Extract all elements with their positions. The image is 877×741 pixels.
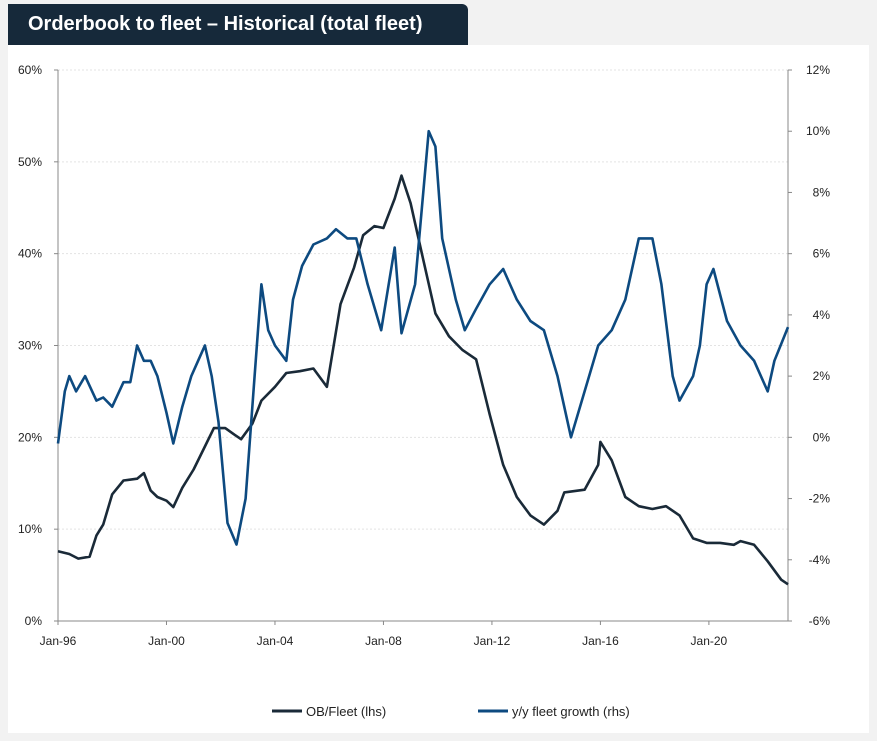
x-tick-label: Jan-96: [40, 634, 77, 648]
y-right-tick-label: 0%: [813, 430, 831, 444]
ob-fleet-line: [57, 174, 789, 586]
x-tick-label: Jan-12: [474, 634, 511, 648]
y-left-tick-label: 0%: [25, 614, 43, 628]
x-tick-label: Jan-16: [582, 634, 619, 648]
y-left-tick-label: 40%: [18, 247, 42, 261]
y-right-tick-label: 2%: [813, 369, 831, 383]
x-tick-label: Jan-04: [257, 634, 294, 648]
gridlines: [58, 69, 788, 530]
y-right-tick-label: 10%: [806, 124, 830, 138]
y-right-tick-label: 12%: [806, 63, 830, 77]
x-tick-label: Jan-08: [365, 634, 402, 648]
x-tick-label: Jan-00: [148, 634, 185, 648]
y-right-tick-label: 6%: [813, 247, 831, 261]
y-right-tick-label: 4%: [813, 308, 831, 322]
chart-panel: [8, 45, 869, 733]
y-right-tick-label: -2%: [809, 492, 831, 506]
fleet-growth-line: [56, 129, 790, 546]
series-lines: [56, 129, 790, 586]
chart-title: Orderbook to fleet – Historical (total f…: [8, 4, 468, 45]
legend-label: y/y fleet growth (rhs): [512, 704, 630, 719]
y-right-tick-label: -6%: [809, 614, 831, 628]
legend: OB/Fleet (lhs) y/y fleet growth (rhs): [272, 704, 630, 719]
axes: 0% 10% 20% 30% 40% 50% 60% -6% -4% -2% 0% 2% 4% 6% 8% 1…: [18, 63, 830, 648]
y-right-tick-label: 8%: [813, 185, 831, 199]
y-left-tick-label: 20%: [18, 430, 42, 444]
y-left-tick-label: 50%: [18, 155, 42, 169]
y-left-tick-label: 30%: [18, 339, 42, 353]
legend-label: OB/Fleet (lhs): [306, 704, 386, 719]
y-left-tick-label: 10%: [18, 522, 42, 536]
y-right-tick-label: -4%: [809, 553, 831, 567]
x-tick-label: Jan-20: [691, 634, 728, 648]
y-left-tick-label: 60%: [18, 63, 42, 77]
